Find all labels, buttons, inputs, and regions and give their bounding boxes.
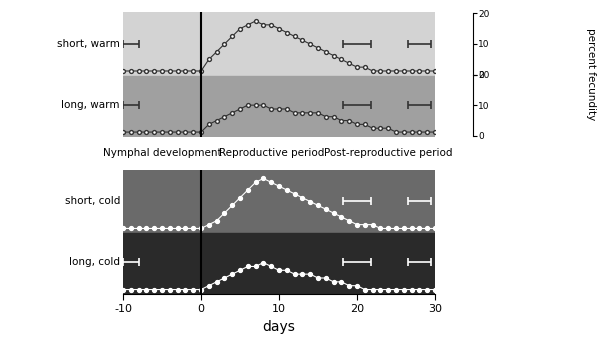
Text: short, cold: short, cold [65, 196, 120, 206]
Text: long, warm: long, warm [61, 100, 120, 110]
Text: long, cold: long, cold [69, 258, 120, 267]
Bar [123, 170, 435, 233]
Text: Nymphal development: Nymphal development [103, 148, 221, 158]
Text: percent fecundity: percent fecundity [586, 28, 596, 120]
Text: Post-reproductive period: Post-reproductive period [324, 148, 452, 158]
Bar [123, 12, 435, 76]
Text: Reproductive period: Reproductive period [218, 148, 324, 158]
Text: percent fecundity: percent fecundity [586, 186, 596, 278]
Bar [123, 233, 435, 294]
Text: short, warm: short, warm [57, 39, 120, 49]
X-axis label: days: days [263, 320, 295, 334]
Bar [123, 76, 435, 137]
